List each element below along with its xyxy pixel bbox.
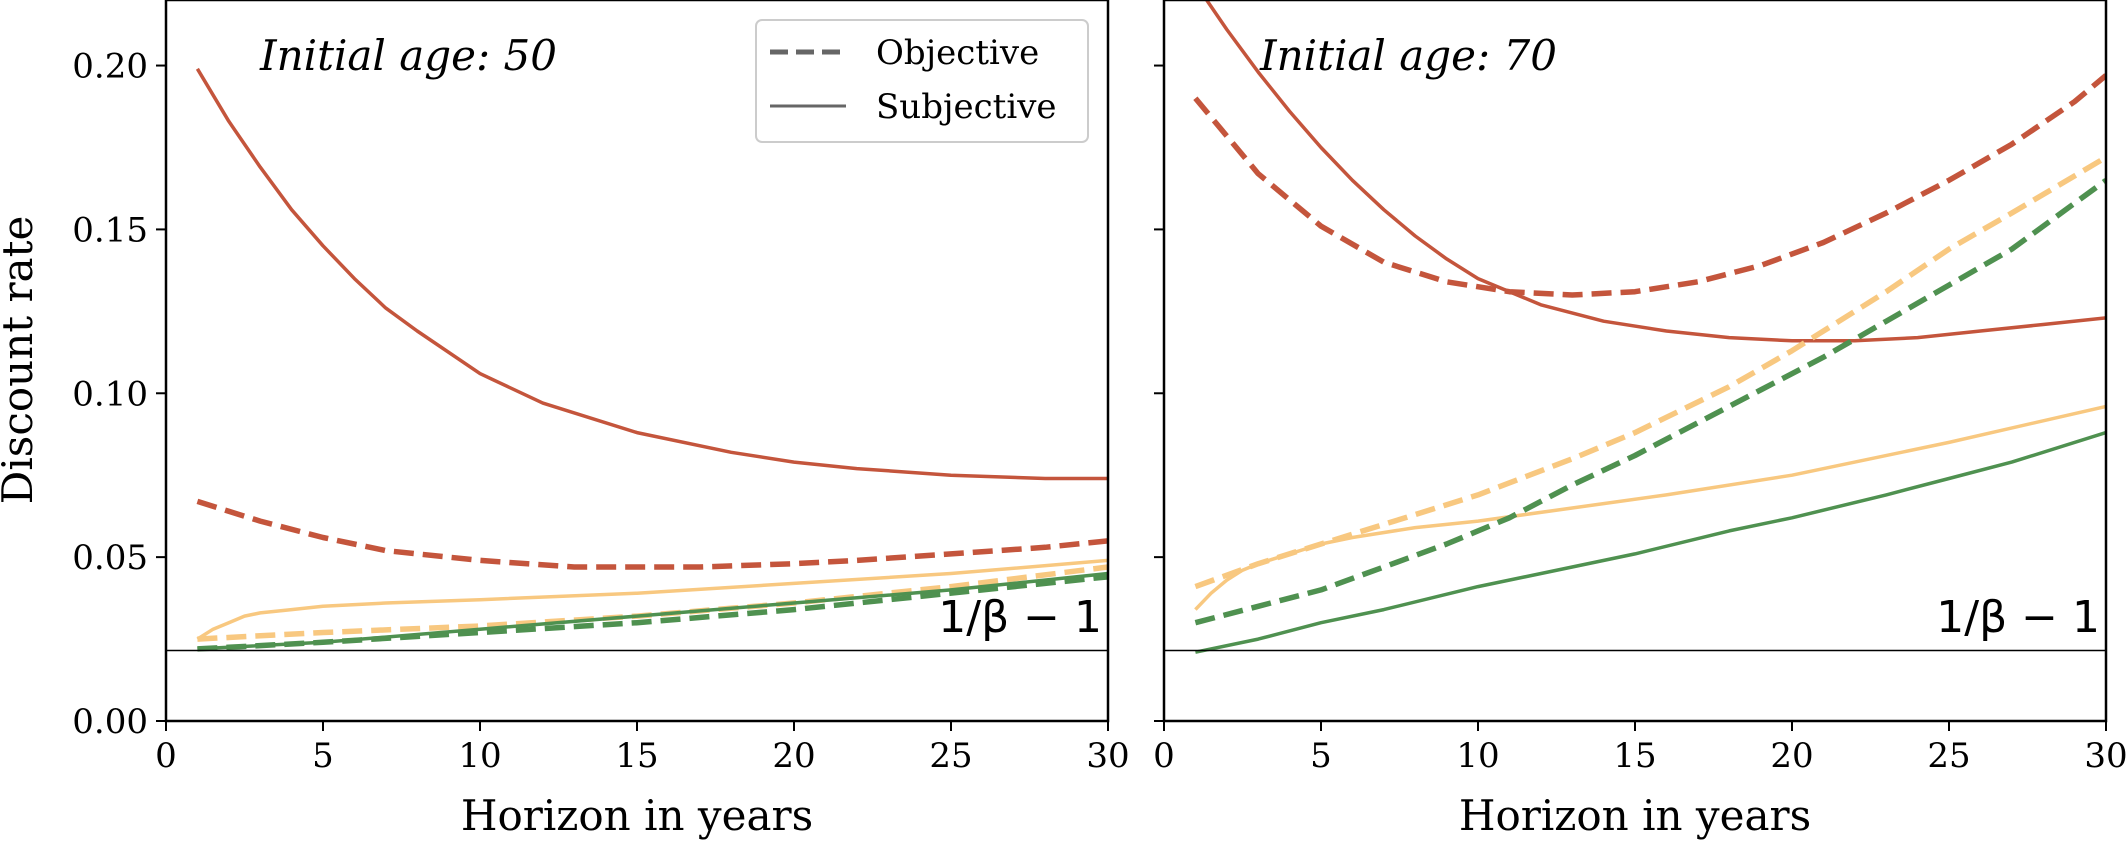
y-tick-label: 0.05 <box>72 538 148 578</box>
x-tick-label-age-50: 0 <box>155 736 177 776</box>
x-tick-label-age-50: 5 <box>312 736 334 776</box>
x-tick-label-age-50: 20 <box>772 736 815 776</box>
x-tick-label-age-70: 25 <box>1927 736 1970 776</box>
panel-initial-age-70: 1/β − 1 Initial age: 70 0 5 10 15 20 25 30 Hor… <box>1153 0 2128 840</box>
legend: Objective Subjective <box>755 19 1089 143</box>
series-layer-age-50 <box>195 67 1108 652</box>
x-tick-label-age-50: 10 <box>458 736 501 776</box>
x-tick-label-age-70: 30 <box>2084 736 2127 776</box>
legend-label-subjective: Subjective <box>876 87 1057 127</box>
x-tick-label-age-70: 15 <box>1613 736 1656 776</box>
x-tick-label-age-50: 15 <box>615 736 658 776</box>
x-axis-age-70: 0 5 10 15 20 25 30 <box>1153 721 2128 776</box>
series-line-age-50-green-dashed <box>197 574 1108 652</box>
annotation-age-50: Initial age: 50 <box>259 31 557 80</box>
x-tick-label-age-50: 25 <box>929 736 972 776</box>
y-axis-label: Discount rate <box>0 216 42 505</box>
x-axis-label-age-70: Horizon in years <box>1459 791 1811 840</box>
panel-initial-age-50: 1/β − 1 Initial age: 50 0 5 10 15 20 25 30 0.0… <box>0 0 1130 840</box>
x-axis-label-age-50: Horizon in years <box>461 791 813 840</box>
series-line-age-70-green-dashed <box>1194 178 2106 626</box>
series-line-age-70-green-solid <box>1195 430 2106 654</box>
x-axis-age-50: 0 5 10 15 20 25 30 <box>155 721 1130 776</box>
y-tick-label: 0.10 <box>72 374 148 414</box>
reference-label-age-70: 1/β − 1 <box>1936 592 2100 643</box>
y-tick-label: 0.15 <box>72 210 148 250</box>
legend-label-objective: Objective <box>876 33 1039 73</box>
x-tick-label-age-70: 10 <box>1456 736 1499 776</box>
series-line-age-50-red-solid <box>195 67 1108 481</box>
y-axis-age-70 <box>1154 64 1164 722</box>
x-tick-label-age-70: 20 <box>1770 736 1813 776</box>
x-tick-label-age-50: 30 <box>1086 736 1129 776</box>
series-line-age-50-red-dashed <box>196 498 1108 570</box>
series-line-age-50-orange-solid <box>196 558 1108 641</box>
y-tick-label: 0.00 <box>72 702 148 742</box>
x-tick-label-age-70: 0 <box>1153 736 1175 776</box>
series-line-age-70-orange-dashed <box>1194 154 2106 590</box>
series-layer-age-70 <box>1193 0 2106 654</box>
x-tick-label-age-70: 5 <box>1310 736 1332 776</box>
y-axis-age-50: 0.00 0.05 0.10 0.15 0.20 <box>72 47 166 742</box>
series-line-age-70-orange-solid <box>1194 404 2106 611</box>
reference-label-age-50: 1/β − 1 <box>938 592 1102 643</box>
y-tick-label: 0.20 <box>72 47 148 87</box>
series-line-age-70-red-dashed <box>1193 73 2106 298</box>
annotation-age-70: Initial age: 70 <box>1259 31 1557 80</box>
